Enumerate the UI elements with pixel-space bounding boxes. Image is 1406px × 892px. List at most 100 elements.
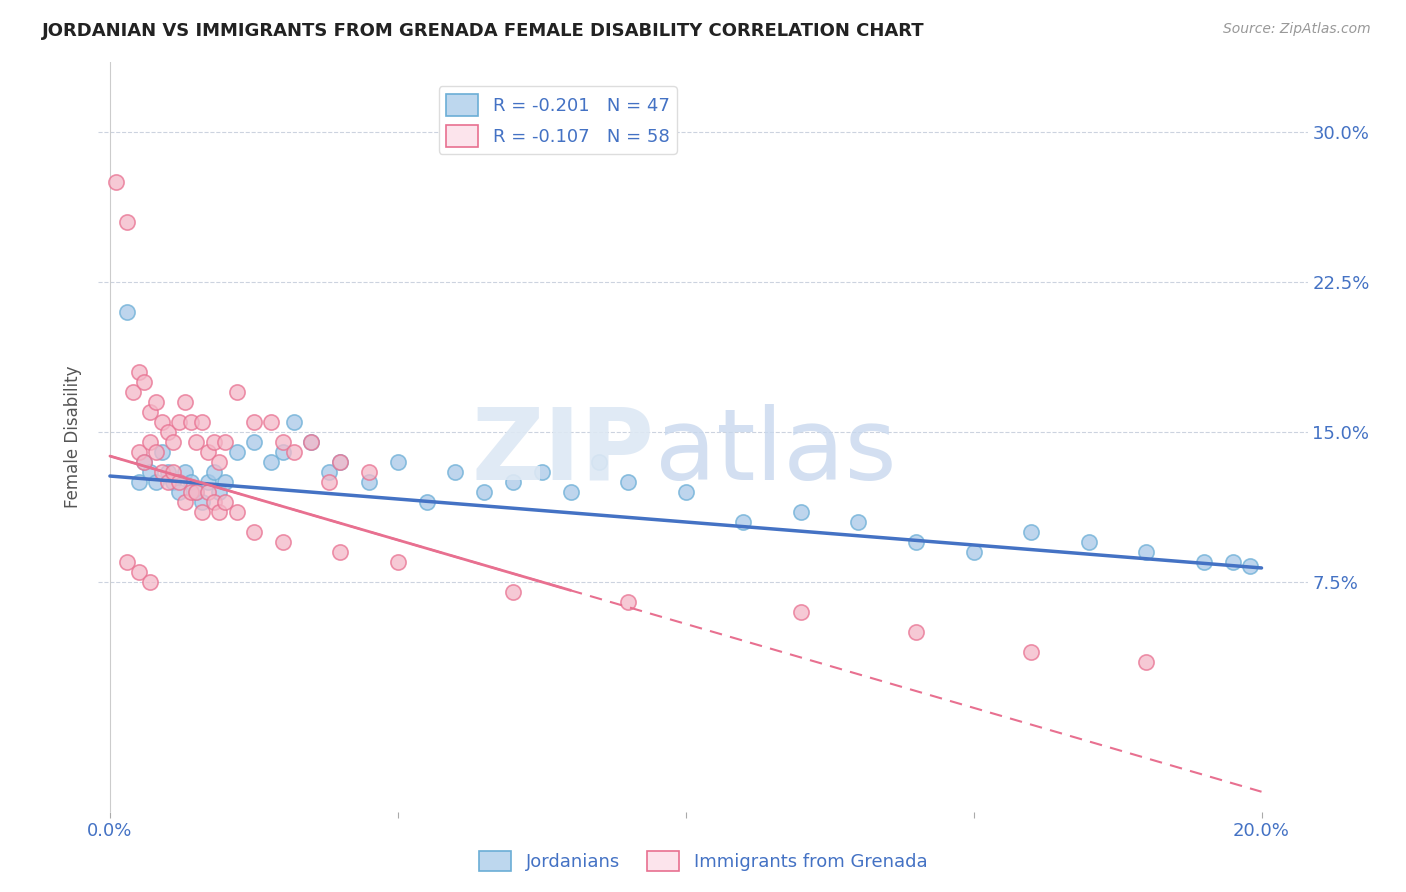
- Point: [197, 475, 219, 489]
- Point: [104, 175, 127, 189]
- Point: [197, 445, 219, 459]
- Point: [128, 365, 150, 379]
- Point: [186, 485, 208, 500]
- Point: [162, 465, 184, 479]
- Point: [225, 385, 247, 400]
- Point: [357, 475, 380, 489]
- Point: [128, 445, 150, 459]
- Point: [329, 455, 352, 469]
- Point: [145, 445, 167, 459]
- Point: [502, 585, 524, 599]
- Point: [444, 465, 467, 479]
- Point: [186, 485, 208, 500]
- Point: [150, 465, 173, 479]
- Point: [617, 595, 640, 609]
- Point: [357, 465, 380, 479]
- Point: [214, 475, 236, 489]
- Point: [617, 475, 640, 489]
- Y-axis label: Female Disability: Female Disability: [65, 366, 83, 508]
- Point: [560, 485, 582, 500]
- Point: [134, 455, 156, 469]
- Point: [162, 475, 184, 489]
- Text: ZIP: ZIP: [472, 403, 655, 500]
- Point: [848, 515, 870, 529]
- Point: [1077, 535, 1099, 549]
- Point: [271, 445, 294, 459]
- Point: [283, 445, 305, 459]
- Point: [214, 435, 236, 450]
- Point: [790, 505, 813, 519]
- Point: [173, 465, 195, 479]
- Point: [1135, 655, 1157, 669]
- Point: [271, 435, 294, 450]
- Point: [733, 515, 755, 529]
- Point: [243, 524, 266, 539]
- Point: [150, 445, 173, 459]
- Point: [260, 455, 283, 469]
- Text: JORDANIAN VS IMMIGRANTS FROM GRENADA FEMALE DISABILITY CORRELATION CHART: JORDANIAN VS IMMIGRANTS FROM GRENADA FEM…: [42, 22, 925, 40]
- Point: [260, 415, 283, 429]
- Text: Source: ZipAtlas.com: Source: ZipAtlas.com: [1223, 22, 1371, 37]
- Point: [191, 505, 214, 519]
- Point: [167, 485, 190, 500]
- Point: [962, 545, 984, 559]
- Point: [156, 475, 179, 489]
- Point: [115, 305, 138, 319]
- Point: [271, 535, 294, 549]
- Point: [167, 415, 190, 429]
- Point: [115, 215, 138, 229]
- Point: [139, 465, 162, 479]
- Point: [472, 485, 495, 500]
- Point: [329, 545, 352, 559]
- Point: [115, 555, 138, 569]
- Point: [301, 435, 323, 450]
- Point: [225, 445, 247, 459]
- Point: [329, 455, 352, 469]
- Point: [180, 485, 202, 500]
- Point: [225, 505, 247, 519]
- Point: [197, 485, 219, 500]
- Point: [243, 415, 266, 429]
- Point: [202, 435, 225, 450]
- Point: [191, 415, 214, 429]
- Point: [134, 455, 156, 469]
- Point: [1239, 558, 1261, 573]
- Point: [1192, 555, 1215, 569]
- Point: [156, 425, 179, 439]
- Point: [905, 624, 928, 639]
- Text: atlas: atlas: [655, 403, 896, 500]
- Point: [139, 435, 162, 450]
- Point: [128, 565, 150, 579]
- Point: [790, 605, 813, 619]
- Point: [387, 455, 409, 469]
- Point: [180, 415, 202, 429]
- Point: [128, 475, 150, 489]
- Point: [905, 535, 928, 549]
- Point: [530, 465, 553, 479]
- Point: [186, 435, 208, 450]
- Point: [1019, 524, 1042, 539]
- Point: [588, 455, 610, 469]
- Legend: R = -0.201   N = 47, R = -0.107   N = 58: R = -0.201 N = 47, R = -0.107 N = 58: [439, 87, 678, 154]
- Point: [243, 435, 266, 450]
- Point: [202, 465, 225, 479]
- Point: [139, 574, 162, 589]
- Point: [122, 385, 145, 400]
- Point: [283, 415, 305, 429]
- Point: [134, 375, 156, 389]
- Point: [156, 465, 179, 479]
- Point: [180, 475, 202, 489]
- Point: [173, 395, 195, 409]
- Point: [150, 415, 173, 429]
- Point: [415, 495, 437, 509]
- Point: [318, 475, 340, 489]
- Point: [145, 395, 167, 409]
- Point: [202, 495, 225, 509]
- Point: [208, 455, 231, 469]
- Point: [162, 435, 184, 450]
- Point: [173, 495, 195, 509]
- Point: [1019, 645, 1042, 659]
- Point: [139, 405, 162, 419]
- Point: [1222, 555, 1244, 569]
- Point: [675, 485, 697, 500]
